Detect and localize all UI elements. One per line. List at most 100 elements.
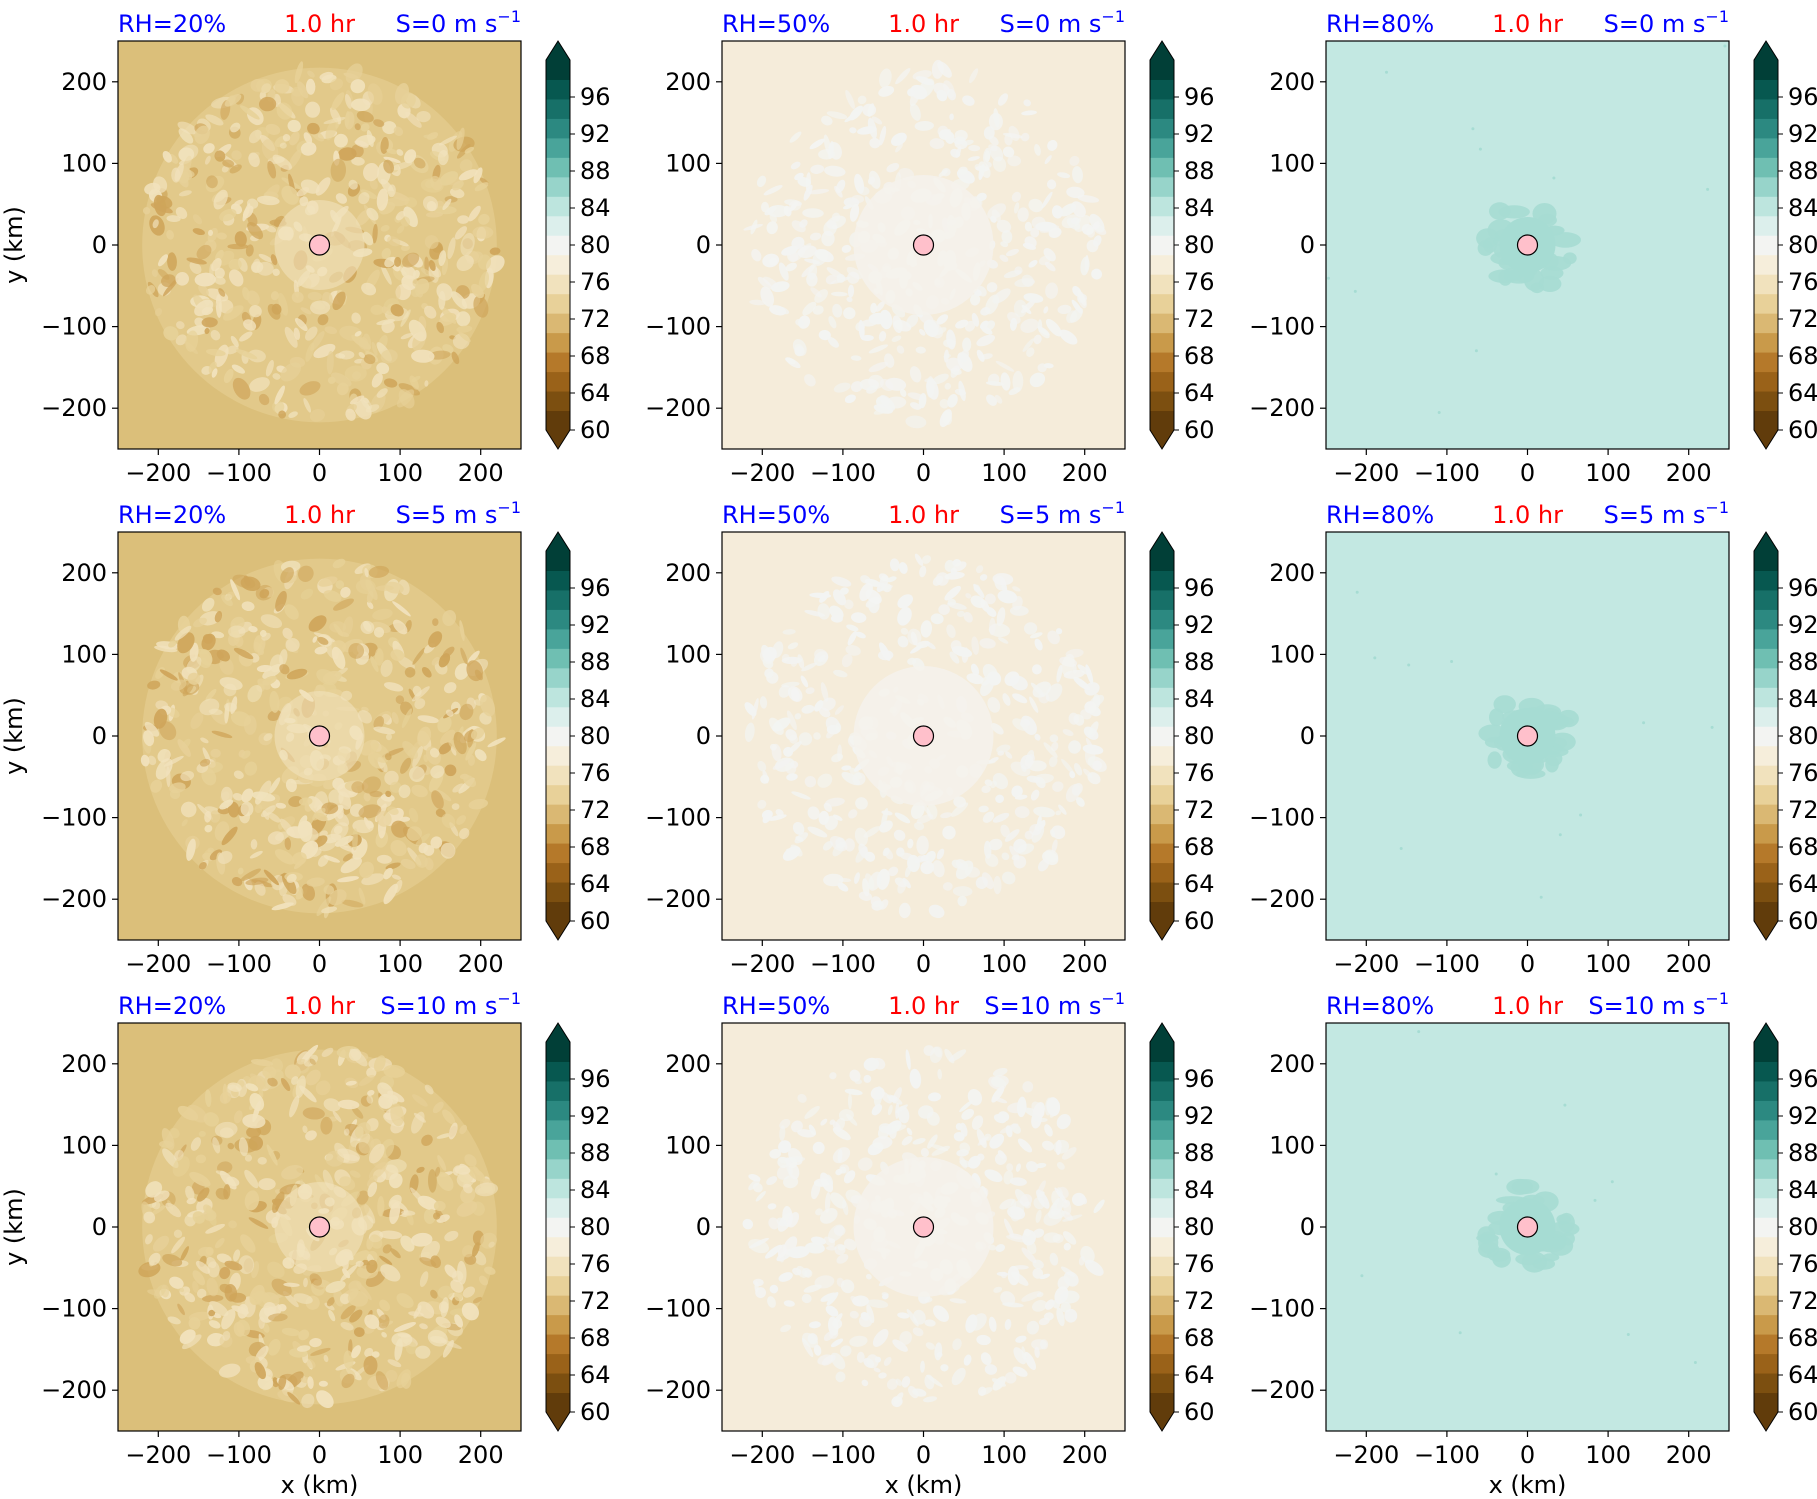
colorbar-segment [546,589,570,610]
y-axis-label: y (km) [0,1188,28,1266]
colorbar-segment [546,1119,570,1140]
panel-1-1: −200 −200 −100 −100 0 0 100 100 200 200 y (km) RH=2… [0,7,611,487]
colorbar-segment [1754,901,1778,922]
colorbar-segment [546,1158,570,1179]
colorbar-tick-label: 84 [1184,685,1215,713]
y-tick-label: −200 [41,1376,107,1404]
colorbar-segment [1754,215,1778,236]
colorbar-tick-label: 88 [1184,157,1215,185]
colorbar-segment [546,1178,570,1199]
colorbar-segment [546,901,570,922]
panel-3-1: −200 −200 −100 −100 0 0 100 100 200 200 y (km) x (k… [0,989,611,1499]
y-tick-label: −200 [41,394,107,422]
y-tick-label: 0 [696,1213,711,1241]
colorbar-segment [1150,274,1174,295]
colorbar-segment [1754,332,1778,353]
colorbar-tick-label: 64 [580,379,611,407]
y-axis-label: y (km) [0,697,28,775]
colorbar-segment [1754,137,1778,158]
colorbar-tick-label: 84 [1788,1176,1817,1204]
colorbar: 96 92 88 84 80 76 72 68 64 60 [1149,531,1215,941]
x-tick-label: 200 [1062,1441,1108,1469]
colorbar-segment [1754,157,1778,178]
colorbar-bottom-extend [1150,1412,1174,1431]
colorbar-segment [1754,391,1778,412]
colorbar-segment [1754,1061,1778,1082]
y-tick-label: 200 [61,559,107,587]
colorbar-segment [1150,804,1174,825]
colorbar-segment [546,1217,570,1238]
colorbar-bottom-extend [1754,921,1778,940]
colorbar-tick-label: 84 [1788,685,1817,713]
colorbar-segment [1150,726,1174,747]
panels: −200 −200 −100 −100 0 0 100 100 200 200 y (km) RH=2… [0,7,1817,1499]
colorbar-segment [1754,60,1778,80]
colorbar-tick-label: 92 [1184,120,1215,148]
colorbar: 96 92 88 84 80 76 72 68 64 60 [545,40,611,450]
center-marker [1516,725,1539,747]
colorbar-tick-label: 92 [1788,1102,1817,1130]
colorbar-segment [546,196,570,217]
colorbar-tick-label: 64 [1788,379,1817,407]
colorbar-tick-label: 64 [580,870,611,898]
colorbar-top-extend [1150,1023,1174,1042]
colorbar-tick-label: 76 [1184,268,1215,296]
colorbar-tick-label: 88 [1788,648,1817,676]
colorbar-segment [1754,667,1778,688]
colorbar-segment [1150,570,1174,591]
y-tick-label: 0 [1300,231,1315,259]
colorbar-tick-label: 68 [1184,1324,1215,1352]
colorbar-tick-label: 72 [580,796,611,824]
colorbar-segment [546,1197,570,1218]
x-tick-label: 0 [1520,950,1535,978]
colorbar-outline [545,40,571,450]
colorbar-segment [546,1392,570,1413]
x-axis-label: x (km) [885,1471,963,1499]
y-tick-label: −200 [1249,885,1315,913]
colorbar-segment [1150,293,1174,314]
colorbar-tick-label: 76 [1184,759,1215,787]
colorbar-tick-label: 64 [1184,379,1215,407]
y-tick-label: −200 [645,885,711,913]
colorbar-segment [1150,215,1174,236]
x-tick-label: −100 [810,950,876,978]
colorbar-segment [546,882,570,903]
panel-2-2: −200 −200 −100 −100 0 0 100 100 200 200 RH=50% 1.0 … [645,498,1214,978]
colorbar-segment [1754,726,1778,747]
colorbar-segment [1150,843,1174,864]
colorbar-segment [546,765,570,786]
colorbar-segment [546,1373,570,1394]
colorbar-segment [546,1236,570,1257]
colorbar-tick-label: 64 [1788,1361,1817,1389]
colorbar-segment [546,823,570,844]
colorbar-tick-label: 92 [580,611,611,639]
colorbar-tick-label: 72 [580,305,611,333]
panel-1-2: −200 −200 −100 −100 0 0 100 100 200 200 RH=50% 1.0 … [645,7,1214,487]
colorbar-segment [1754,589,1778,610]
title-time: 1.0 hr [284,501,355,529]
colorbar: 96 92 88 84 80 76 72 68 64 60 [1753,40,1817,450]
x-tick-label: 100 [1585,950,1631,978]
colorbar-segment [1150,196,1174,217]
y-tick-label: 100 [61,1131,107,1159]
colorbar-segment [1754,79,1778,100]
colorbar-segment [1754,1158,1778,1179]
colorbar-outline [1149,40,1175,450]
y-tick-label: −200 [41,885,107,913]
colorbar-bottom-extend [1754,430,1778,449]
y-tick-label: −200 [1249,394,1315,422]
colorbar-tick-label: 64 [1184,870,1215,898]
colorbar-tick-label: 76 [1184,1250,1215,1278]
colorbar-outline [1149,1022,1175,1432]
colorbar-bottom-extend [546,430,570,449]
contour-field [722,1023,1125,1431]
colorbar-segment [546,609,570,630]
colorbar-segment [1150,745,1174,766]
colorbar-segment [1150,609,1174,630]
title-time: 1.0 hr [888,501,959,529]
x-tick-label: 100 [1585,1441,1631,1469]
y-tick-label: −100 [645,313,711,341]
colorbar-tick-label: 60 [1788,416,1817,444]
y-tick-label: 200 [665,68,711,96]
y-tick-label: −100 [645,804,711,832]
